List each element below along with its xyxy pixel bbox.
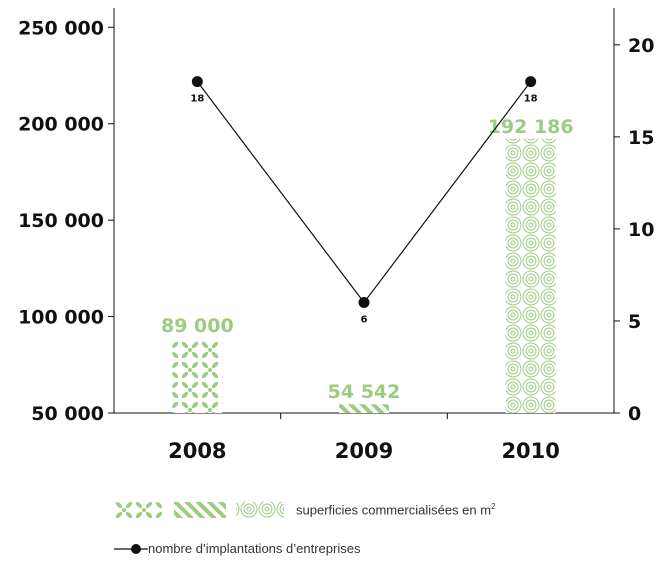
bar-value-label: 192 186 [488, 116, 574, 138]
series-line [196, 81, 532, 304]
right-tick-label: 20 [628, 35, 654, 57]
left-tick-label: 150 000 [18, 210, 104, 232]
legend-bars-text: superficies commercialisées en m [296, 502, 492, 518]
legend-swatch-stripes [174, 502, 226, 518]
bar [339, 404, 389, 413]
bar-value-label: 89 000 [161, 315, 234, 337]
x-tick-label: 2008 [168, 439, 226, 463]
line-point [525, 76, 537, 88]
right-tick-label: 5 [628, 311, 641, 333]
legend-line: nombre d’implantations d’entreprises [114, 541, 360, 556]
line-point [358, 297, 370, 309]
legend-swatch-circles [236, 502, 284, 518]
legend-bars-sup: 2 [491, 502, 496, 512]
x-axis: 2008 2009 2010 [114, 412, 614, 463]
left-tick-label: 100 000 [18, 307, 104, 329]
left-tick-label: 200 000 [18, 114, 104, 136]
legend-swatches [114, 502, 284, 518]
right-tick-label: 15 [628, 127, 654, 149]
legend-line-swatch [114, 543, 148, 554]
x-tick-label: 2010 [501, 439, 559, 463]
right-tick-label: 0 [628, 403, 641, 425]
line-point-label: 6 [361, 315, 368, 326]
bar-series: 89 000 54 542 192 186 [161, 116, 574, 413]
line-series: 18 6 18 [190, 76, 538, 326]
legend-bars-label: superficies commercialisées en m2 [296, 502, 496, 517]
legend-bars: superficies commercialisées en m2 [114, 500, 496, 520]
legend-line-label: nombre d’implantations d’entreprises [148, 541, 361, 556]
bar [505, 138, 556, 413]
legend-swatch-flower [114, 502, 162, 518]
line-point [191, 76, 203, 88]
left-y-axis: 50 000 100 000 150 000 200 000 250 000 [18, 8, 115, 425]
bar [172, 337, 223, 413]
left-tick-label: 250 000 [18, 17, 104, 39]
x-tick-label: 2009 [335, 439, 393, 463]
right-y-axis: 0 5 10 15 20 [613, 8, 654, 425]
line-point-label: 18 [524, 94, 538, 105]
right-tick-label: 10 [628, 219, 654, 241]
line-point-label: 18 [190, 94, 204, 105]
left-tick-label: 50 000 [31, 403, 104, 425]
bar-value-label: 54 542 [328, 381, 401, 403]
